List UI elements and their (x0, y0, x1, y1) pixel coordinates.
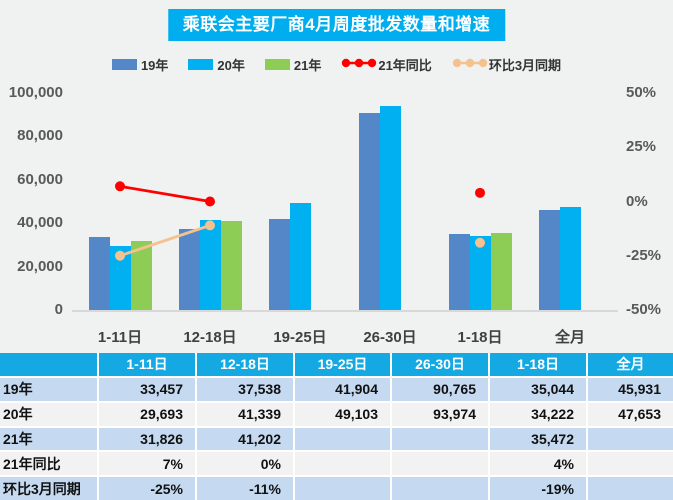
bar-19年-1-18日 (448, 233, 470, 310)
bar-21年-1-11日 (130, 240, 152, 310)
legend-label: 环比3月同期 (488, 57, 562, 73)
legend-item-line-1: 环比3月同期 (452, 55, 561, 74)
table-cell-3-2 (295, 452, 390, 476)
table-cell-0-3: 90,765 (392, 377, 488, 401)
chart-legend: 19年 20年 21年 21年同比 环比3月同期 (0, 53, 673, 75)
legend-label: 21年 (293, 57, 322, 73)
x-axis-category-2: 19-25日 (273, 329, 327, 346)
bar-20年-全月 (559, 206, 581, 310)
left-axis-tick-5: 0 (54, 301, 63, 318)
table-cell-1-3: 93,974 (392, 402, 488, 426)
chart-title: 乘联会主要厂商4月周度批发数量和增速 (167, 9, 506, 41)
table-header-0 (0, 353, 97, 376)
table-cell-4-3 (392, 477, 488, 500)
right-axis-tick-0: 50% (626, 84, 657, 101)
table-cell-3-3 (392, 452, 488, 476)
table-cell-3-5 (588, 452, 673, 476)
left-axis-tick-1: 80,000 (17, 127, 63, 145)
table-cell-1-4: 34,222 (490, 402, 586, 426)
table-rowlabel-2: 21年 (0, 427, 97, 451)
table-rowlabel-0: 19年 (0, 377, 97, 401)
legend-label: 21年同比 (378, 57, 432, 73)
x-axis-category-3: 26-30日 (363, 329, 417, 346)
table-cell-0-0: 33,457 (99, 377, 195, 401)
legend-item-bar-2: 21年 (264, 55, 322, 74)
bar-19年-26-30日 (358, 113, 380, 310)
legend-item-line-0: 21年同比 (341, 55, 432, 74)
marker-21年同比-12-18日 (205, 196, 215, 207)
right-axis-tick-2: 0% (626, 192, 648, 210)
x-axis-category-5: 全月 (554, 329, 585, 346)
table-rowlabel-1: 20年 (0, 402, 97, 426)
left-axis-tick-4: 20,000 (17, 257, 63, 275)
table-cell-2-2 (295, 427, 390, 451)
table-cell-2-1: 41,202 (197, 427, 293, 451)
table-cell-4-2 (295, 477, 390, 500)
left-axis-tick-3: 40,000 (17, 214, 63, 232)
table-cell-4-5 (588, 477, 673, 500)
x-axis-category-1: 12-18日 (183, 329, 237, 346)
x-axis-category-0: 1-11日 (97, 329, 143, 346)
bar-19年-1-11日 (88, 237, 110, 310)
right-axis-tick-1: 25% (626, 138, 657, 156)
bar-21年-1-18日 (490, 233, 512, 310)
bar-20年-1-11日 (109, 245, 131, 310)
bar-20年-12-18日 (199, 220, 221, 310)
legend-item-bar-1: 20年 (188, 55, 245, 74)
bar-20年-19-25日 (289, 203, 311, 310)
legend-item-bar-0: 19年 (111, 55, 169, 74)
table-cell-3-0: 7% (99, 452, 195, 476)
table-header-3: 19-25日 (295, 353, 390, 376)
legend-swatch-icon (264, 58, 290, 70)
marker-21年同比-1-11日 (115, 181, 125, 192)
table-cell-2-4: 35,472 (490, 427, 586, 451)
table-cell-2-5 (588, 427, 673, 451)
left-axis-tick-0: 100,000 (8, 84, 63, 101)
table-cell-1-5: 47,653 (588, 402, 673, 426)
table-header-2: 12-18日 (197, 353, 293, 376)
table-cell-0-5: 45,931 (588, 377, 673, 401)
table-cell-1-2: 49,103 (295, 402, 390, 426)
marker-21年同比-1-18日 (475, 187, 485, 198)
bar-19年-19-25日 (268, 219, 290, 310)
data-table: 1-11日 12-18日 19-25日 26-30日 1-18日 全月 19年 33,457 3… (0, 353, 673, 500)
table-rowlabel-4: 环比3月同期 (0, 477, 97, 500)
table-cell-1-0: 29,693 (99, 402, 195, 426)
table-cell-0-4: 35,044 (490, 377, 586, 401)
x-axis-category-4: 1-18日 (457, 329, 503, 346)
table-header-4: 26-30日 (392, 353, 488, 376)
left-axis-tick-2: 60,000 (17, 170, 63, 188)
legend-line-marker-icon (341, 57, 377, 72)
table-cell-4-0: -25% (99, 477, 195, 500)
table-header-5: 1-18日 (490, 353, 586, 376)
table-cell-0-2: 41,904 (295, 377, 390, 401)
chart-panel: 乘联会主要厂商4月周度批发数量和增速 19年 20年 21年 21年同比 环比3月同期 … (0, 9, 673, 346)
x-axis-line (72, 310, 618, 312)
table-cell-2-3 (392, 427, 488, 451)
table-cell-3-4: 4% (490, 452, 586, 476)
bar-20年-26-30日 (379, 106, 401, 310)
legend-swatch-icon (111, 58, 137, 70)
table-rowlabel-3: 21年同比 (0, 452, 97, 476)
legend-label: 20年 (217, 57, 245, 73)
table-cell-0-1: 37,538 (197, 377, 293, 401)
legend-line-marker-icon (452, 57, 488, 72)
table-cell-3-1: 0% (197, 452, 293, 476)
table-cell-4-4: -19% (490, 477, 586, 500)
table-header-6: 全月 (588, 353, 673, 376)
bar-19年-全月 (538, 210, 560, 310)
right-axis-tick-3: -25% (626, 246, 662, 264)
bar-21年-12-18日 (220, 220, 242, 310)
legend-label: 19年 (140, 57, 169, 73)
right-axis-tick-4: -50% (626, 301, 662, 318)
bar-19年-12-18日 (178, 228, 200, 310)
legend-swatch-icon (188, 58, 214, 70)
table-cell-2-0: 31,826 (99, 427, 195, 451)
table-cell-4-1: -11% (197, 477, 293, 500)
table-header-1: 1-11日 (99, 353, 195, 376)
table-cell-1-1: 41,339 (197, 402, 293, 426)
bar-20年-1-18日 (469, 235, 491, 310)
